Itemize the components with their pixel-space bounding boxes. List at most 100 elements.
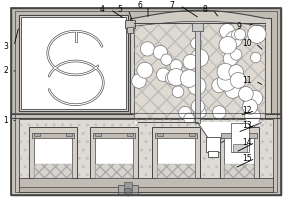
Text: 8: 8 <box>202 5 207 14</box>
Text: 3: 3 <box>4 42 8 51</box>
Bar <box>90 127 138 178</box>
Text: 14: 14 <box>242 138 252 147</box>
Circle shape <box>167 69 185 86</box>
Bar <box>155 133 197 138</box>
Bar <box>124 182 132 190</box>
Circle shape <box>230 72 246 88</box>
Bar <box>220 127 259 178</box>
Circle shape <box>132 74 146 88</box>
Circle shape <box>232 29 242 40</box>
Bar <box>157 136 195 178</box>
Bar <box>93 133 135 138</box>
Circle shape <box>220 24 235 39</box>
Bar <box>19 187 273 192</box>
Text: 7: 7 <box>169 1 174 10</box>
Bar <box>130 18 271 126</box>
Text: 5: 5 <box>118 5 123 14</box>
Bar <box>157 164 195 178</box>
Circle shape <box>243 92 257 107</box>
Bar <box>66 133 72 136</box>
Circle shape <box>191 49 208 67</box>
Polygon shape <box>134 123 265 140</box>
Text: 10: 10 <box>242 39 252 48</box>
Circle shape <box>225 83 241 98</box>
Circle shape <box>180 70 198 87</box>
Circle shape <box>223 52 238 66</box>
Circle shape <box>250 52 261 63</box>
Circle shape <box>226 31 242 48</box>
Bar <box>233 144 247 152</box>
Bar <box>19 178 273 192</box>
Bar <box>152 127 200 178</box>
Bar <box>118 185 138 195</box>
Bar <box>221 133 257 138</box>
Bar <box>208 151 218 157</box>
Circle shape <box>140 42 154 56</box>
Circle shape <box>137 62 153 78</box>
Bar <box>206 137 220 152</box>
Bar <box>224 136 254 178</box>
Circle shape <box>212 106 226 119</box>
Bar <box>95 136 133 178</box>
Text: 9: 9 <box>237 22 242 31</box>
Text: 12: 12 <box>243 106 252 115</box>
Bar <box>195 23 200 123</box>
Circle shape <box>217 72 236 91</box>
Bar <box>34 136 72 178</box>
Circle shape <box>183 54 198 69</box>
Circle shape <box>212 78 226 93</box>
Bar <box>11 114 281 195</box>
Circle shape <box>219 36 236 54</box>
Circle shape <box>157 68 170 82</box>
Bar <box>157 133 163 136</box>
Bar <box>19 119 273 190</box>
Text: 4: 4 <box>100 5 105 14</box>
Polygon shape <box>134 123 265 145</box>
Bar <box>127 133 133 136</box>
Bar <box>224 164 254 178</box>
Bar <box>19 119 273 190</box>
Circle shape <box>230 49 242 60</box>
Text: 15: 15 <box>242 154 252 163</box>
Circle shape <box>153 45 167 59</box>
Text: 1: 1 <box>4 116 8 125</box>
Bar <box>15 11 277 192</box>
Bar <box>125 20 135 28</box>
Text: 13: 13 <box>242 121 252 130</box>
Circle shape <box>248 90 263 106</box>
Circle shape <box>188 77 206 95</box>
Circle shape <box>178 106 191 119</box>
Bar <box>134 23 265 123</box>
Bar <box>134 23 265 123</box>
Text: 11: 11 <box>243 76 252 85</box>
Circle shape <box>124 188 132 196</box>
Circle shape <box>217 63 234 80</box>
Circle shape <box>235 29 246 40</box>
Circle shape <box>172 86 184 98</box>
Circle shape <box>238 87 253 101</box>
Bar <box>189 133 195 136</box>
Circle shape <box>248 25 266 43</box>
Bar <box>29 127 76 178</box>
Bar <box>127 27 133 33</box>
Circle shape <box>242 99 258 114</box>
Text: 2: 2 <box>4 66 8 75</box>
Circle shape <box>190 38 202 49</box>
Circle shape <box>165 71 179 85</box>
Circle shape <box>184 113 195 124</box>
Circle shape <box>245 108 261 124</box>
Bar <box>21 17 126 109</box>
Bar <box>95 164 133 178</box>
Bar <box>32 133 74 138</box>
Circle shape <box>170 59 182 72</box>
Bar <box>34 164 72 178</box>
Bar <box>34 133 40 136</box>
Bar <box>19 15 128 111</box>
Bar <box>192 23 203 31</box>
Circle shape <box>194 106 206 118</box>
Circle shape <box>191 100 205 113</box>
Circle shape <box>229 65 243 79</box>
Circle shape <box>161 54 172 65</box>
Bar <box>95 133 101 136</box>
Bar <box>231 123 249 152</box>
